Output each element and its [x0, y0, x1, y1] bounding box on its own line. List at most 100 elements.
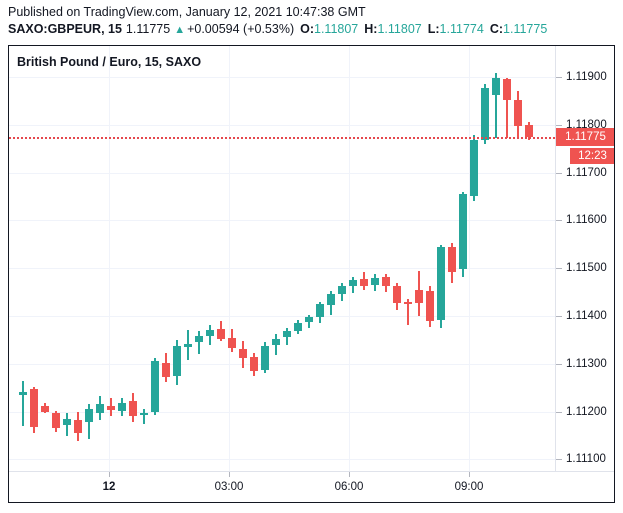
price-tick	[556, 125, 562, 126]
candle-body	[217, 329, 225, 339]
candle-body	[162, 362, 170, 378]
last-price-line	[9, 137, 555, 139]
price-axis[interactable]: 1.11900 1.11800 1.11700 1.11600 1.11500 1.114…	[555, 46, 614, 471]
candle-body	[195, 336, 203, 343]
plot-area[interactable]	[9, 46, 555, 471]
time-tick	[469, 472, 470, 477]
candle-wick	[143, 409, 145, 424]
candle-wick	[407, 299, 409, 325]
candle-body	[184, 343, 192, 348]
gridline-vertical	[469, 46, 470, 471]
candle-wick	[495, 73, 497, 139]
price-tick-label: 1.11100	[566, 453, 606, 465]
candle-body	[481, 87, 489, 141]
price-tick	[556, 173, 562, 174]
candle-body	[316, 304, 324, 317]
gridline-horizontal	[9, 459, 555, 460]
candle-body	[52, 412, 60, 429]
price-tick-label: 1.11200	[566, 406, 607, 418]
chart-title: British Pound / Euro, 15, SAXO	[17, 55, 202, 69]
price-tick	[556, 220, 562, 221]
candle-body	[261, 345, 269, 370]
symbol-label: SAXO:GBPEUR, 15	[8, 22, 122, 36]
high-value: 1.11807	[377, 22, 422, 36]
price-tick	[556, 268, 562, 269]
candle-body	[459, 194, 467, 270]
time-tick	[109, 472, 110, 477]
candle-body	[294, 323, 302, 332]
price-tick-label: 1.11900	[566, 71, 607, 83]
last-price: 1.11775	[125, 22, 171, 36]
chart-frame: British Pound / Euro, 15, SAXO 1.11900 1.…	[8, 45, 615, 503]
candle-body	[41, 405, 49, 412]
gridline-horizontal	[9, 220, 555, 221]
time-tick-label: 03:00	[214, 481, 244, 493]
price-tick	[556, 412, 562, 413]
candle-body	[206, 330, 214, 337]
price-tick	[556, 316, 562, 317]
candle-body	[349, 280, 357, 287]
candle-body	[415, 289, 423, 303]
price-tick-label: 1.11500	[566, 262, 607, 274]
gridline-horizontal	[9, 316, 555, 317]
triangle-up-icon: ▲	[174, 24, 186, 36]
candle-body	[228, 337, 236, 349]
candle-body	[129, 401, 137, 417]
gridline-vertical	[349, 46, 350, 471]
close-value: 1.11775	[503, 22, 548, 36]
open-value: 1.11807	[314, 22, 359, 36]
candle-body	[338, 286, 346, 295]
candle-body	[74, 420, 82, 434]
candle-body	[382, 276, 390, 287]
candle-body	[503, 79, 511, 100]
header: Published on TradingView.com, January 12…	[8, 4, 615, 39]
candle-body	[250, 356, 258, 371]
candle-body	[492, 77, 500, 96]
time-axis[interactable]: 12 03:00 06:00 09:00	[9, 471, 614, 502]
published-line: Published on TradingView.com, January 12…	[8, 5, 366, 19]
close-key: C:	[489, 22, 504, 36]
candle-wick	[198, 331, 200, 355]
candle-body	[63, 418, 71, 425]
price-tick	[556, 77, 562, 78]
candle-body	[140, 412, 148, 416]
price-tick-label: 1.11300	[566, 358, 607, 370]
high-key: H:	[364, 22, 378, 36]
candle-body	[151, 361, 159, 412]
candle-body	[360, 278, 368, 287]
candle-wick	[275, 334, 277, 356]
gridline-horizontal	[9, 268, 555, 269]
gridline-vertical	[109, 46, 110, 471]
time-tick	[349, 472, 350, 477]
candle-body	[239, 349, 247, 359]
gridline-horizontal	[9, 364, 555, 365]
gridline-horizontal	[9, 173, 555, 174]
candle-body	[96, 404, 104, 413]
last-time-badge: 12:23	[570, 148, 614, 164]
candle-body	[30, 388, 38, 427]
gridline-horizontal	[9, 125, 555, 126]
candle-body	[107, 405, 115, 410]
price-tick-label: 1.11400	[566, 310, 607, 322]
candle-body	[470, 140, 478, 196]
candle-body	[404, 301, 412, 305]
price-tick	[556, 459, 562, 460]
candle-body	[437, 246, 445, 320]
symbol-quote-line: SAXO:GBPEUR, 15 1.11775 ▲ +0.00594 (+0.53%)…	[8, 21, 615, 39]
open-key: O:	[300, 22, 314, 36]
low-value: 1.11774	[439, 22, 484, 36]
candle-body	[327, 294, 335, 306]
time-tick	[229, 472, 230, 477]
candle-body	[118, 402, 126, 411]
time-tick-label: 09:00	[454, 481, 484, 493]
candle-wick	[22, 380, 24, 426]
candle-body	[448, 246, 456, 273]
candle-body	[85, 409, 93, 423]
candle-body	[272, 338, 280, 345]
candle-body	[173, 345, 181, 376]
price-tick-label: 1.11700	[566, 167, 607, 179]
candle-body	[514, 99, 522, 126]
last-price-badge: 1.11775	[556, 128, 614, 146]
candle-body	[19, 391, 27, 395]
candle-wick	[506, 77, 508, 139]
